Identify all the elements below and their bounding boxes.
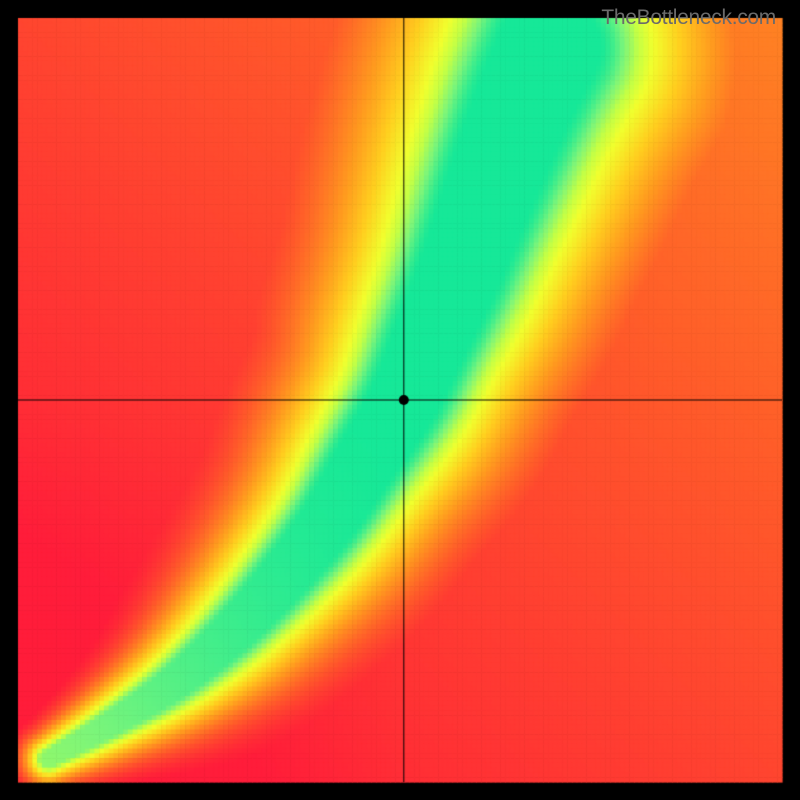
bottleneck-heatmap [0,0,800,800]
watermark-text: TheBottleneck.com [601,6,776,30]
chart-container: TheBottleneck.com [0,0,800,800]
